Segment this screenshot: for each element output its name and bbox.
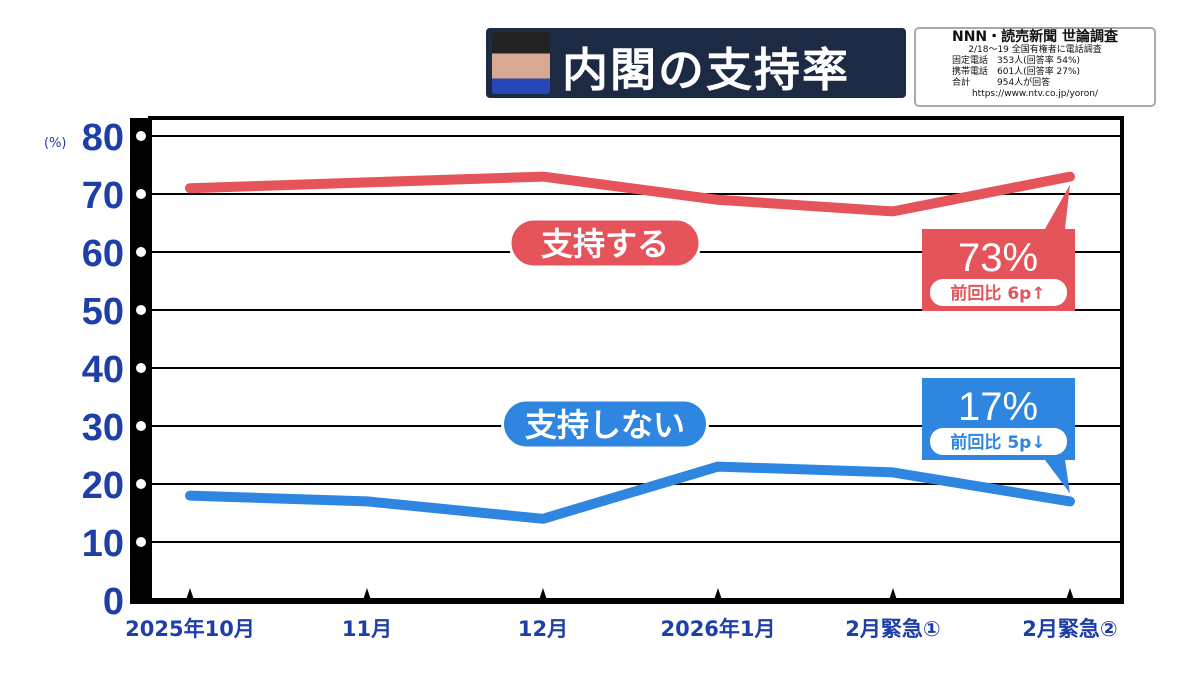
y-tick-label: 50 bbox=[82, 291, 124, 333]
survey-landline: 固定電話 353人(回答率 54%) bbox=[952, 56, 1081, 66]
series-label-pill bbox=[501, 398, 709, 450]
survey-info-box: NNN・読売新聞 世論調査 2/18〜19 全国有権者に電話調査 固定電話 35… bbox=[914, 27, 1156, 107]
x-tick bbox=[186, 588, 194, 600]
callout-change-pill bbox=[930, 428, 1067, 455]
y-axis-bar bbox=[130, 118, 152, 602]
y-tick-label: 70 bbox=[82, 175, 124, 217]
y-axis-unit: (%) bbox=[44, 136, 67, 151]
x-tick bbox=[539, 588, 547, 600]
y-tick-label: 0 bbox=[103, 581, 124, 623]
x-tick bbox=[1066, 588, 1074, 600]
y-tick-dot bbox=[136, 479, 146, 489]
portrait-photo bbox=[492, 32, 550, 94]
series-line-1 bbox=[185, 461, 1075, 524]
y-tick-dot bbox=[136, 247, 146, 257]
y-tick-dot bbox=[136, 363, 146, 373]
callout-change-pill bbox=[930, 279, 1067, 306]
series-label-text: 支持する bbox=[541, 225, 669, 263]
title-banner: 内閣の支持率 bbox=[486, 28, 906, 98]
page-title: 内閣の支持率 bbox=[562, 43, 850, 97]
survey-dates: 2/18〜19 全国有権者に電話調査 bbox=[968, 45, 1102, 55]
x-tick-label: 2月緊急① bbox=[845, 617, 940, 641]
series-line-0 bbox=[185, 171, 1075, 217]
survey-url: https://www.ntv.co.jp/yoron/ bbox=[971, 89, 1099, 99]
y-tick-label: 20 bbox=[82, 465, 124, 507]
y-tick-label: 10 bbox=[82, 523, 124, 565]
callout-1: 17% 前回比 5p↓ bbox=[922, 378, 1075, 494]
y-tick-dot bbox=[136, 537, 146, 547]
callout-change: 前回比 5p↓ bbox=[950, 432, 1045, 453]
callout-change: 前回比 6p↑ bbox=[950, 283, 1045, 304]
x-tick bbox=[363, 588, 371, 600]
series-label-1: 支持しない bbox=[501, 398, 709, 450]
y-tick-dot bbox=[136, 421, 146, 431]
series-label-pill bbox=[508, 217, 702, 269]
x-tick bbox=[714, 588, 722, 600]
x-tick bbox=[889, 588, 897, 600]
callout-value: 17% bbox=[958, 385, 1038, 429]
x-tick-label: 2026年1月 bbox=[660, 617, 775, 641]
series-label-0: 支持する bbox=[508, 217, 702, 269]
x-tick-label: 2025年10月 bbox=[125, 617, 255, 641]
y-tick-dot bbox=[136, 189, 146, 199]
y-tick-dot bbox=[136, 131, 146, 141]
y-tick-label: 60 bbox=[82, 233, 124, 275]
y-tick-label: 40 bbox=[82, 349, 124, 391]
y-tick-label: 30 bbox=[82, 407, 124, 449]
x-tick-label: 2月緊急② bbox=[1022, 617, 1117, 641]
callout-pointer bbox=[1045, 184, 1070, 229]
x-tick-label: 12月 bbox=[518, 617, 568, 641]
callout-value: 73% bbox=[958, 236, 1038, 280]
survey-source: NNN・読売新聞 世論調査 bbox=[951, 29, 1119, 45]
callout-0: 73% 前回比 6p↑ bbox=[922, 184, 1075, 311]
y-tick-dot bbox=[136, 305, 146, 315]
survey-mobile: 携帯電話 601人(回答率 27%) bbox=[952, 67, 1081, 77]
series-label-text: 支持しない bbox=[525, 406, 685, 444]
y-tick-label: 80 bbox=[82, 117, 124, 159]
x-tick-label: 11月 bbox=[342, 617, 392, 641]
x-axis bbox=[130, 600, 1124, 604]
survey-total: 合計 954人が回答 bbox=[952, 78, 1051, 88]
callout-pointer bbox=[1045, 460, 1070, 494]
